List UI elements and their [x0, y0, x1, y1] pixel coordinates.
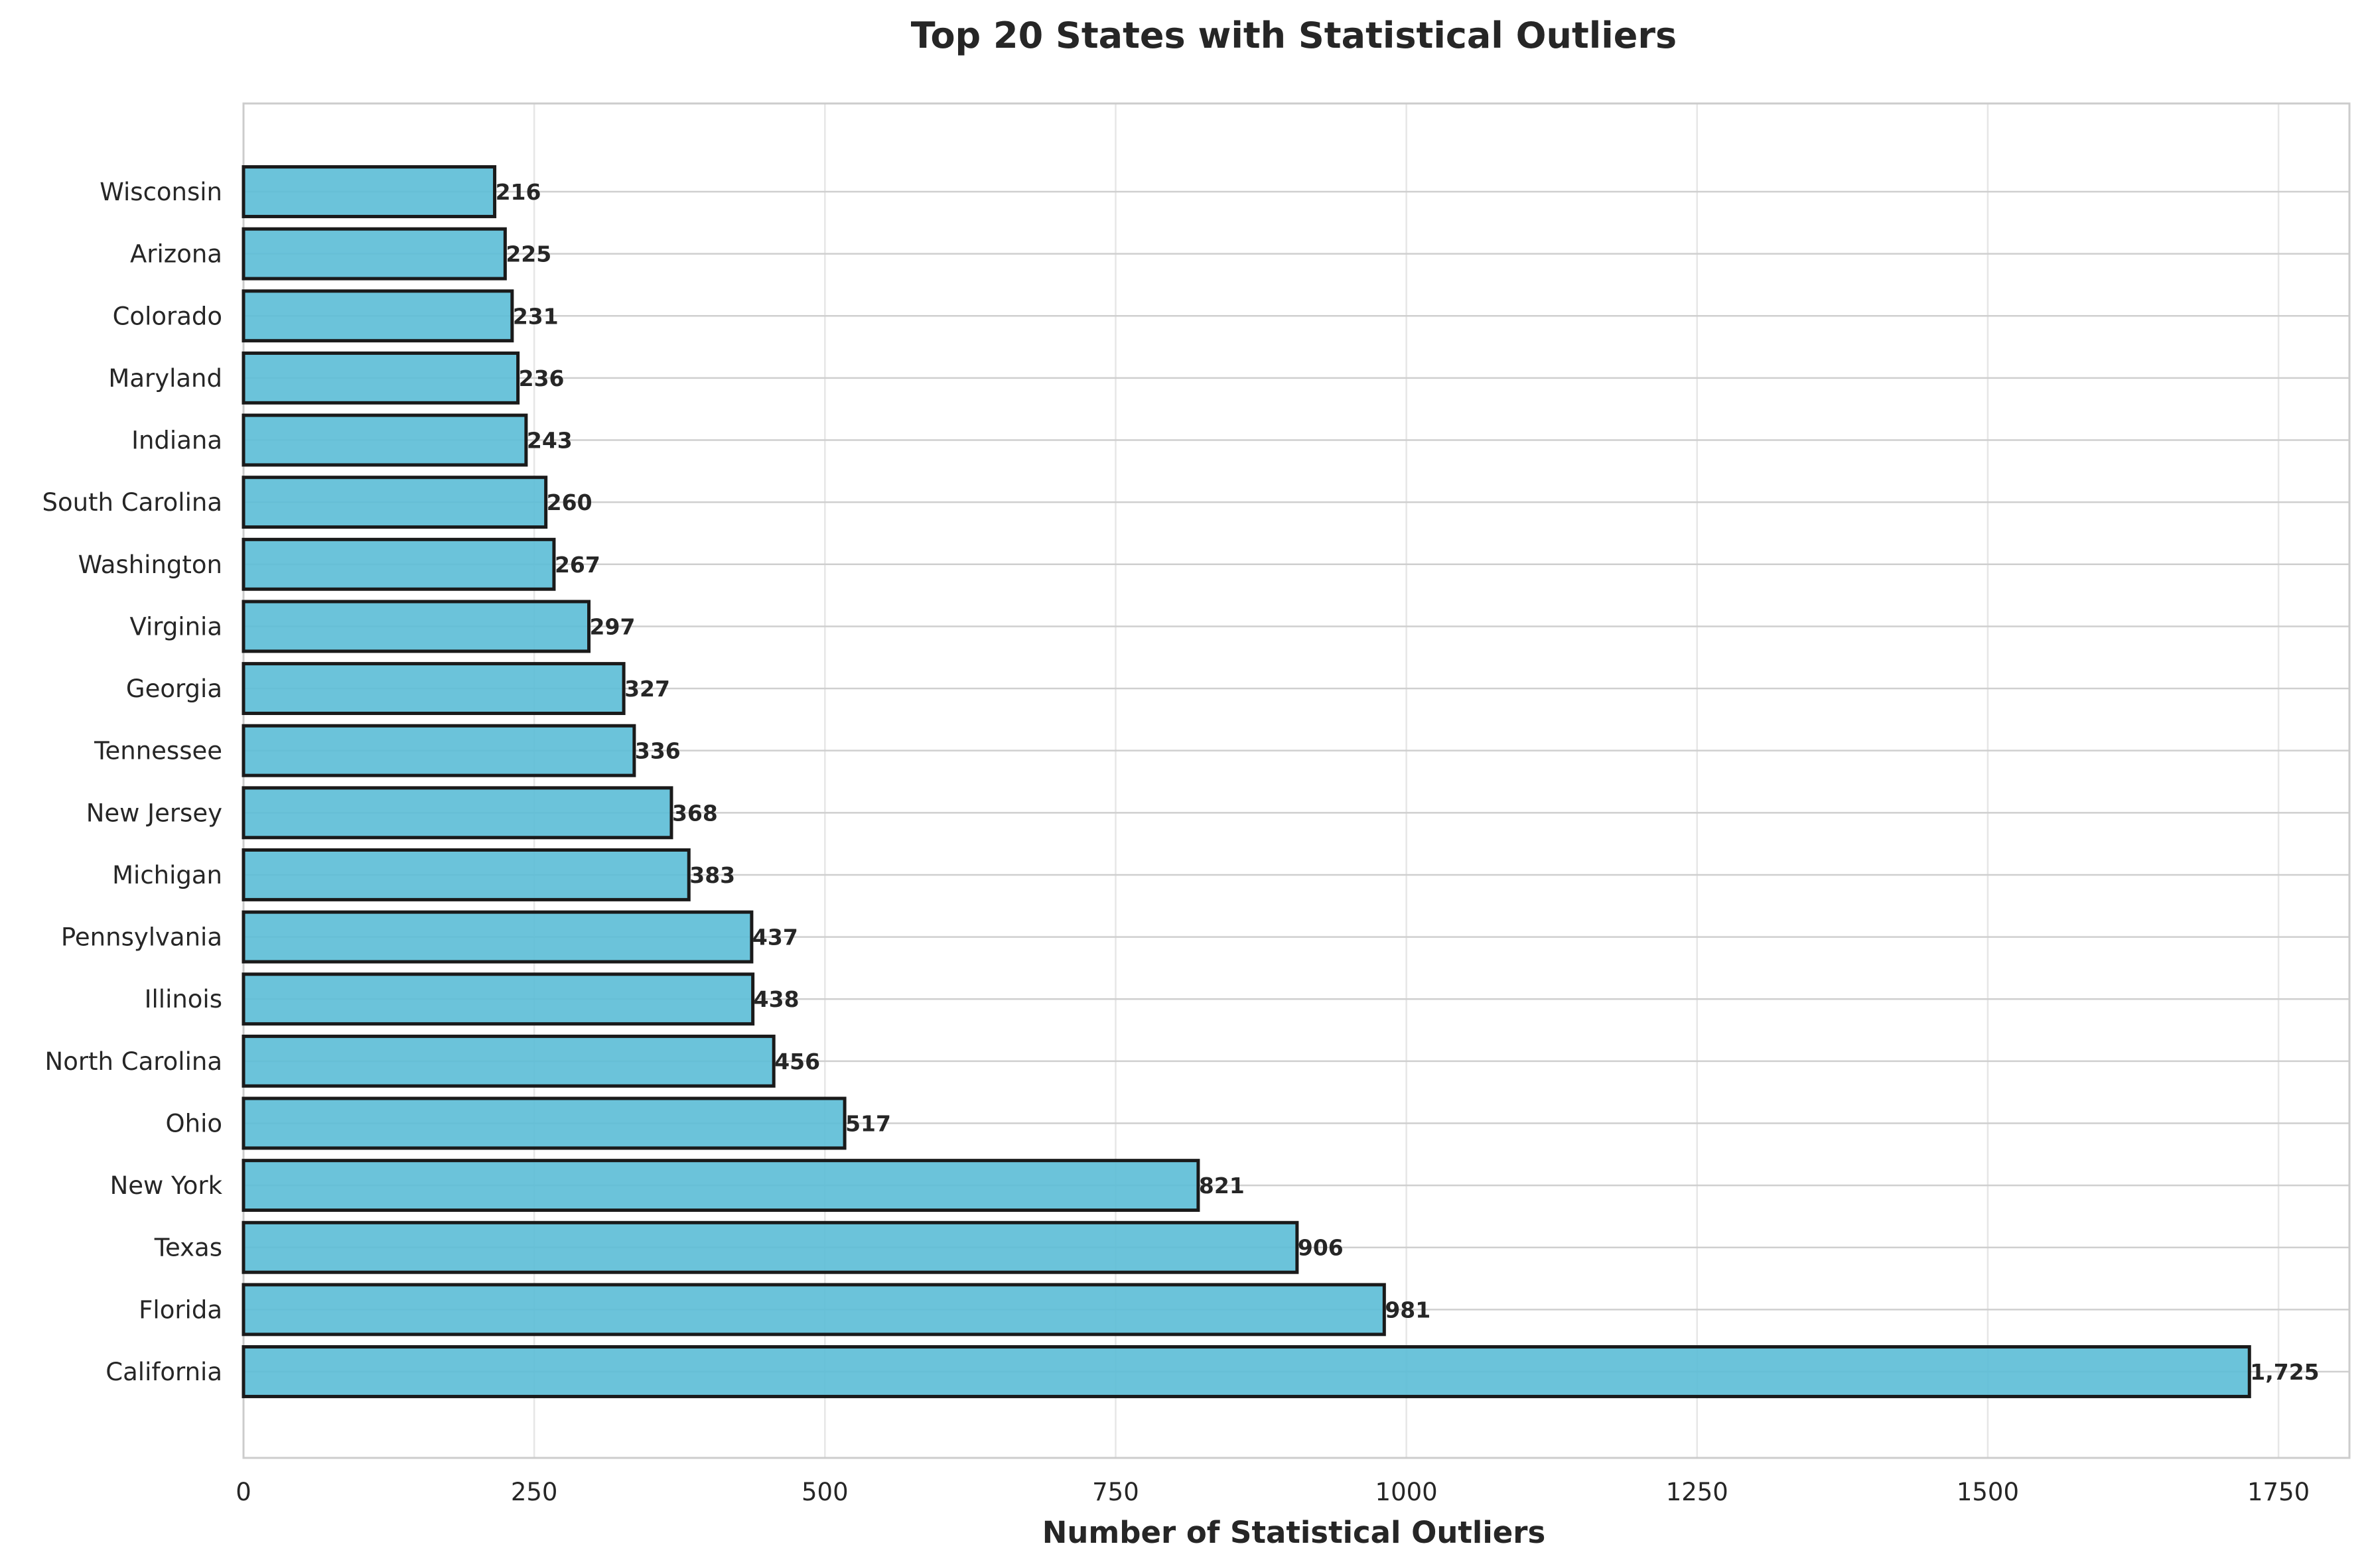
bar — [242, 476, 548, 529]
bars-layer — [242, 165, 2251, 1398]
data-label: 236 — [519, 365, 565, 391]
bar — [242, 165, 497, 218]
bar — [242, 351, 520, 405]
y-tick-label: Tennessee — [94, 737, 222, 765]
data-label: 437 — [752, 925, 798, 950]
bar — [242, 227, 507, 281]
y-tick-label: Maryland — [108, 364, 222, 393]
bar — [242, 910, 754, 964]
data-label: 225 — [506, 241, 551, 267]
y-tick-label: Wisconsin — [100, 178, 222, 206]
data-label: 368 — [672, 800, 718, 826]
bar — [242, 289, 514, 343]
y-tick-label: Washington — [78, 551, 222, 579]
data-label: 456 — [774, 1049, 820, 1075]
x-tick-label: 1250 — [1666, 1478, 1728, 1506]
bar — [242, 724, 636, 777]
bar — [242, 600, 591, 653]
y-tick-label: South Carolina — [42, 488, 222, 517]
y-tick-label: Texas — [154, 1234, 222, 1262]
bar — [242, 1283, 1386, 1337]
x-tick-label: 500 — [801, 1478, 849, 1506]
y-tick-label: New Jersey — [86, 799, 222, 827]
data-label: 216 — [496, 179, 541, 205]
bar — [242, 662, 626, 716]
y-tick-label: New York — [110, 1171, 223, 1200]
data-label: 438 — [754, 986, 800, 1012]
y-tick-label: California — [105, 1358, 222, 1386]
x-tick-label: 1750 — [2247, 1478, 2310, 1506]
data-label: 327 — [624, 676, 670, 702]
data-label: 383 — [689, 862, 735, 888]
y-tick-label: Illinois — [145, 985, 222, 1013]
chart-title: Top 20 States with Statistical Outliers — [911, 15, 1677, 56]
bar — [242, 848, 691, 901]
x-tick-label: 750 — [1092, 1478, 1139, 1506]
bar — [242, 1096, 847, 1150]
data-label: 297 — [590, 614, 636, 639]
data-labels: 216 225 231 236 243 260 267 297 327 336 368 383 437 4… — [496, 179, 2320, 1385]
data-label: 981 — [1385, 1297, 1430, 1323]
data-label: 821 — [1199, 1173, 1245, 1199]
data-label: 906 — [1298, 1235, 1344, 1261]
y-axis-tick-labels: Wisconsin Arizona Colorado Maryland Indiana S… — [42, 178, 222, 1386]
x-tick-label: 0 — [236, 1478, 251, 1506]
data-label: 267 — [555, 552, 600, 578]
y-tick-label: Arizona — [130, 240, 222, 269]
bar — [242, 1034, 776, 1088]
y-tick-label: Indiana — [131, 426, 222, 455]
x-axis-tick-labels: 0 250 500 750 1000 1250 1500 1750 — [236, 1478, 2310, 1506]
grid-layer — [242, 103, 2349, 1458]
bar — [242, 972, 755, 1026]
data-label: 231 — [513, 303, 559, 329]
y-tick-label: Florida — [139, 1295, 222, 1324]
y-tick-label: Georgia — [126, 675, 222, 703]
x-tick-label: 1500 — [1957, 1478, 2019, 1506]
y-tick-label: Virginia — [129, 612, 222, 641]
bar — [242, 537, 556, 591]
data-label: 517 — [845, 1110, 891, 1136]
y-tick-label: Michigan — [112, 861, 222, 889]
y-tick-label: Ohio — [166, 1109, 223, 1138]
y-tick-label: Colorado — [113, 302, 222, 330]
x-axis-label: Number of Statistical Outliers — [1042, 1515, 1546, 1550]
bar — [242, 413, 528, 467]
y-tick-label: North Carolina — [45, 1047, 222, 1076]
bar — [242, 786, 673, 840]
data-label: 1,725 — [2250, 1359, 2319, 1385]
bar — [242, 1220, 1299, 1274]
data-label: 260 — [547, 490, 592, 515]
x-tick-label: 250 — [511, 1478, 558, 1506]
y-tick-label: Pennsylvania — [61, 923, 222, 952]
x-tick-label: 1000 — [1375, 1478, 1438, 1506]
plot-frame — [242, 102, 2351, 1459]
bar — [242, 1345, 2251, 1398]
data-label: 336 — [635, 738, 681, 764]
data-label: 243 — [527, 428, 573, 454]
bar — [242, 1159, 1200, 1212]
